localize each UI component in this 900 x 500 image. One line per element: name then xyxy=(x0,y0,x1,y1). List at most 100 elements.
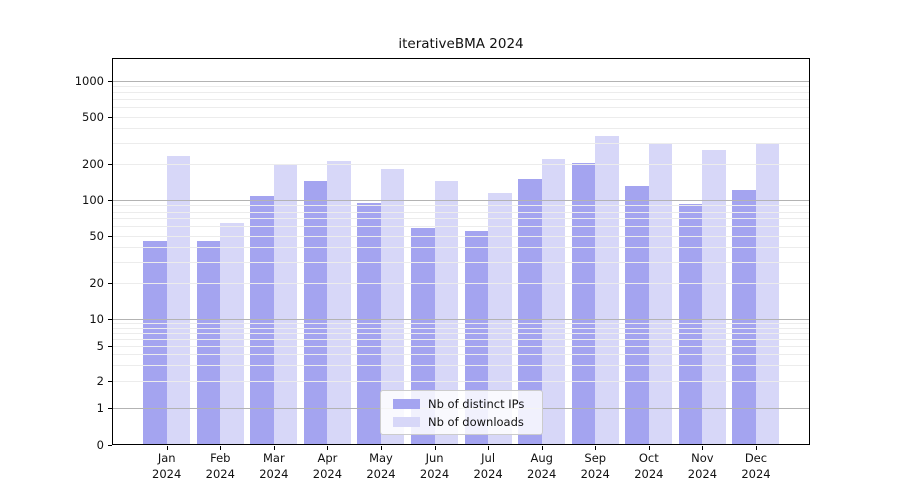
y-tick-label-500: 500 xyxy=(82,109,104,124)
month-label: Sep xyxy=(584,451,607,465)
year-label: 2024 xyxy=(527,466,557,481)
legend-row-downloads: Nb of downloads xyxy=(393,415,534,429)
x-tick-oct xyxy=(648,446,650,450)
year-label: 2024 xyxy=(580,466,610,481)
month-label: Oct xyxy=(638,451,659,465)
y-tick-100 xyxy=(108,200,112,201)
year-label: 2024 xyxy=(312,466,343,481)
y-tick-label-2: 2 xyxy=(96,373,104,388)
bar-downloads-sep xyxy=(595,135,619,444)
year-label: 2024 xyxy=(205,466,235,481)
year-label: 2024 xyxy=(419,466,450,481)
y-tick-label-100: 100 xyxy=(82,193,104,207)
y-tick-200 xyxy=(108,164,112,166)
gridline-minor-300 xyxy=(113,143,809,145)
y-tick-50 xyxy=(108,235,112,237)
bar-downloads-aug xyxy=(541,159,566,444)
bar-distinct-ips-apr xyxy=(303,180,328,444)
year-label: 2024 xyxy=(634,466,664,481)
x-tick-label-jun: Jun 2024 xyxy=(408,451,462,482)
gridline-minor-900 xyxy=(113,86,809,88)
y-tick-2 xyxy=(108,380,112,382)
month-label: Jul xyxy=(481,451,496,465)
bar-distinct-ips-mar xyxy=(250,196,274,444)
bar-distinct-ips-jan xyxy=(143,241,167,444)
y-tick-label-5: 5 xyxy=(96,338,104,353)
bar-distinct-ips-may xyxy=(357,202,381,444)
x-tick-feb xyxy=(220,446,222,450)
bar-downloads-may xyxy=(380,169,405,444)
gridline-minor-800 xyxy=(113,92,809,94)
month-label: Aug xyxy=(530,451,553,465)
year-label: 2024 xyxy=(366,466,396,481)
x-tick-jun xyxy=(434,446,436,450)
y-tick-1000 xyxy=(108,80,112,82)
y-tick-label-1000: 1000 xyxy=(74,73,104,88)
bar-distinct-ips-sep xyxy=(571,163,596,444)
legend: Nb of distinct IPs Nb of downloads xyxy=(380,390,543,435)
year-label: 2024 xyxy=(152,466,182,481)
y-tick-10 xyxy=(108,319,112,321)
y-tick-20 xyxy=(108,283,112,285)
x-tick-label-nov: Nov 2024 xyxy=(675,451,729,482)
y-tick-label-10: 10 xyxy=(89,312,104,327)
legend-row-distinct-ips: Nb of distinct IPs xyxy=(393,397,534,411)
y-tick-label-0: 0 xyxy=(96,438,104,452)
gridline-minor-500 xyxy=(113,116,809,118)
bar-downloads-oct xyxy=(648,143,673,444)
month-label: Mar xyxy=(262,451,285,465)
month-label: Apr xyxy=(317,451,338,465)
year-label: 2024 xyxy=(259,466,289,481)
x-tick-label-may: May 2024 xyxy=(354,451,408,482)
gridline-minor-400 xyxy=(113,128,809,130)
bar-distinct-ips-aug xyxy=(518,178,542,444)
bar-downloads-jun xyxy=(434,181,459,444)
bar-downloads-apr xyxy=(327,161,351,444)
bar-downloads-jan xyxy=(166,155,191,444)
y-tick-label-1: 1 xyxy=(96,400,104,415)
bar-distinct-ips-oct xyxy=(625,186,649,444)
x-tick-may xyxy=(380,446,382,450)
month-label: Jan xyxy=(157,451,176,465)
bar-distinct-ips-feb xyxy=(196,241,221,444)
y-tick-label-200: 200 xyxy=(82,157,104,172)
gridline-minor-600 xyxy=(113,107,809,109)
bar-downloads-feb xyxy=(220,223,244,444)
y-tick-500 xyxy=(108,116,112,118)
x-tick-sep xyxy=(595,446,597,450)
legend-swatch-distinct-ips xyxy=(393,399,420,409)
y-tick-label-20: 20 xyxy=(89,276,104,291)
x-tick-label-apr: Apr 2024 xyxy=(300,451,354,482)
month-label: Nov xyxy=(691,451,714,465)
x-tick-dec xyxy=(755,446,757,450)
month-label: Dec xyxy=(744,451,768,465)
bar-downloads-nov xyxy=(702,149,726,444)
month-label: Jun xyxy=(425,451,444,465)
y-tick-5 xyxy=(108,345,112,347)
x-tick-jul xyxy=(488,446,490,450)
gridline-major-1000 xyxy=(113,80,809,82)
x-tick-label-sep: Sep 2024 xyxy=(568,451,622,482)
x-tick-label-oct: Oct 2024 xyxy=(622,451,676,482)
x-tick-nov xyxy=(702,446,704,450)
x-tick-label-jan: Jan 2024 xyxy=(140,451,194,482)
gridline-minor-700 xyxy=(113,99,809,101)
x-tick-label-mar: Mar 2024 xyxy=(247,451,301,482)
y-tick-label-50: 50 xyxy=(89,228,104,243)
bar-downloads-mar xyxy=(273,164,298,444)
legend-swatch-downloads xyxy=(393,417,420,427)
year-label: 2024 xyxy=(741,466,771,481)
bar-distinct-ips-dec xyxy=(732,190,756,444)
x-tick-aug xyxy=(541,446,543,450)
y-tick-1 xyxy=(108,407,112,409)
bar-distinct-ips-nov xyxy=(678,203,703,444)
x-tick-label-jul: Jul 2024 xyxy=(461,451,515,482)
x-tick-apr xyxy=(327,446,329,450)
x-tick-jan xyxy=(166,446,168,450)
y-tick-0 xyxy=(108,445,112,446)
bar-downloads-dec xyxy=(755,143,780,444)
month-label: May xyxy=(369,451,393,465)
year-label: 2024 xyxy=(687,466,718,481)
year-label: 2024 xyxy=(473,466,503,481)
